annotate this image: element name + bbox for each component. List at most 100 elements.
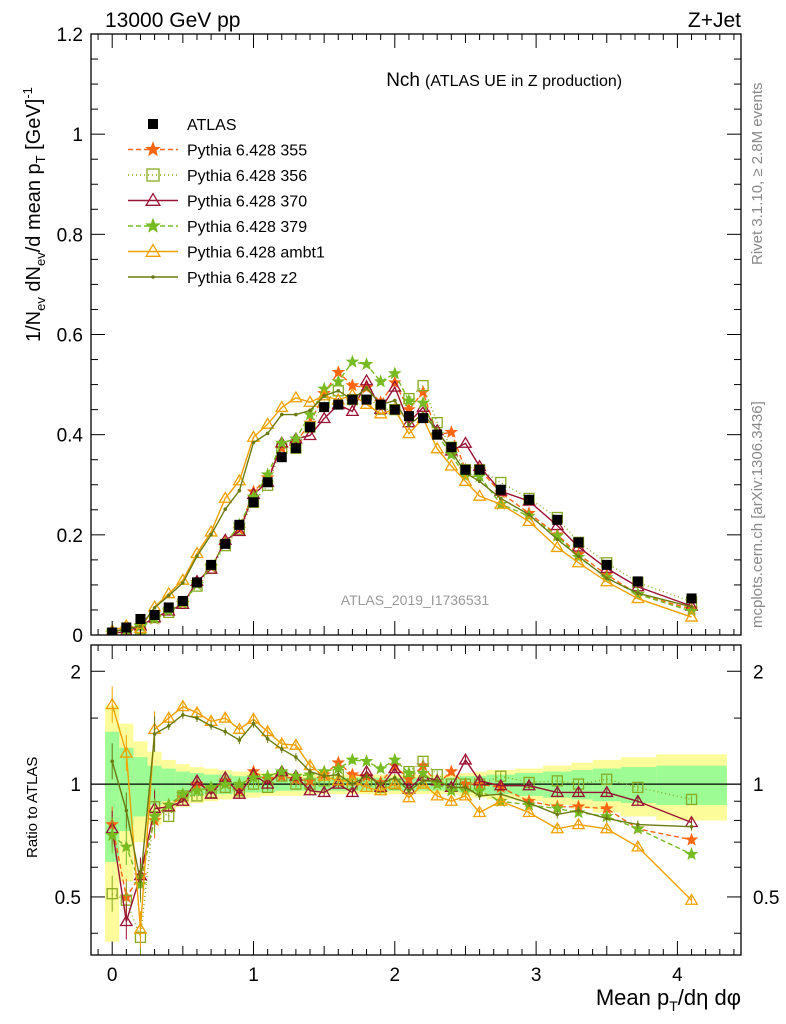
main-point-ambt1: [472, 489, 487, 501]
ratio-point-ambt1: [232, 722, 247, 734]
y-tick-label: 0.4: [57, 426, 84, 447]
ratio-point-ambt1: [359, 780, 374, 793]
main-point-z2: [152, 605, 157, 610]
main-point-379: [345, 354, 360, 368]
ratio-point-z2: [604, 816, 609, 821]
main-point-z2: [636, 591, 640, 596]
main-point-370: [387, 380, 402, 392]
ratio-line-379: [111, 759, 692, 887]
legend-entry-355: Pythia 6.428 355: [128, 141, 307, 160]
ratio-series-group: [105, 686, 699, 955]
main-point-355: [444, 425, 459, 438]
ratio-point-379: [388, 752, 402, 766]
ratio-point-370: [345, 785, 360, 798]
main-point-z2: [498, 496, 503, 501]
y-tick-label: 1: [72, 125, 83, 146]
data-point: [632, 576, 643, 587]
ratio-point-z2: [498, 792, 503, 796]
ratio-point-379: [359, 754, 374, 768]
ratio-point-ambt1: [402, 790, 416, 803]
ratio-point-356: [601, 773, 613, 785]
ratio-point-z2: [322, 774, 326, 778]
ratio-point-355: [444, 764, 459, 778]
main-point-ambt1: [550, 540, 565, 553]
main-point-379: [275, 435, 289, 449]
data-point: [276, 452, 287, 463]
ratio-point-ambt1: [458, 788, 473, 801]
band-inner-segment: [119, 747, 134, 831]
main-plot-area: 0 1 2 3 4 0 0.2 0.4 0.6 0.8 1 1.2: [57, 25, 742, 986]
data-point: [234, 519, 245, 530]
main-point-z2: [279, 412, 284, 417]
ratio-point-379: [275, 764, 289, 778]
main-point-ambt1: [260, 417, 275, 429]
main-point-ambt1: [444, 458, 459, 471]
data-point: [474, 464, 485, 475]
data-point: [446, 442, 457, 453]
legend-label-356: Pythia 6.428 356: [187, 168, 307, 185]
ylabel-part-c-sub: T: [33, 155, 48, 163]
ratio-y-tick-label-right: 1: [753, 775, 764, 796]
main-point-z2: [223, 507, 228, 512]
data-point: [149, 609, 160, 620]
main-point-z2: [336, 388, 341, 393]
main-line-ambt1: [111, 394, 692, 632]
ratio-point-379: [246, 770, 261, 784]
main-point-z2: [364, 386, 369, 390]
ratio-point-370: [493, 778, 508, 791]
ratio-point-ambt1: [105, 697, 120, 710]
energy-label: 13000 GeV pp: [105, 9, 240, 32]
ratio-point-370: [260, 777, 275, 789]
ratio-point-355: [402, 772, 416, 786]
ratio-y-tick-label-left: 2: [70, 662, 81, 683]
ratio-point-ambt1: [218, 711, 233, 723]
ylabel-part-c: /d mean p: [23, 163, 45, 252]
ratio-point-370: [458, 752, 473, 765]
ratio-point-379: [684, 847, 699, 861]
data-point: [206, 559, 217, 570]
data-point: [460, 464, 471, 475]
main-point-379: [402, 393, 416, 407]
ratio-point-z2: [152, 732, 157, 736]
main-point-ambt1: [289, 390, 303, 403]
main-point-z2: [308, 408, 312, 413]
process-label: Z+Jet: [688, 9, 741, 32]
main-point-z2: [166, 593, 171, 598]
ratio-point-ambt1: [331, 773, 346, 786]
ratio-point-370: [175, 794, 190, 806]
ratio-point-379: [373, 761, 388, 775]
main-point-z2: [181, 581, 185, 585]
legend-label-ambt1: Pythia 6.428 ambt1: [187, 245, 325, 262]
main-point-ambt1: [522, 514, 536, 527]
main-point-z2: [407, 423, 411, 427]
legend-label-355: Pythia 6.428 355: [187, 143, 307, 160]
data-point: [375, 399, 386, 410]
ratio-point-z2: [124, 808, 129, 813]
data-point: [686, 593, 697, 604]
ratio-point-ambt1: [472, 805, 487, 818]
data-point: [333, 399, 344, 410]
mcplots-label: mcplots.cern.ch [arXiv:1306.3436]: [749, 401, 766, 628]
y-tick-label: 0.2: [57, 526, 83, 547]
data-point: [389, 404, 400, 415]
plot-title: Nch: [386, 70, 420, 91]
ratio-point-370: [571, 785, 586, 798]
ratio-point-z2: [237, 738, 242, 742]
data-point: [361, 394, 372, 405]
legend-entry-z2: Pythia 6.428 z2: [128, 270, 297, 287]
ratio-point-356: [685, 793, 698, 806]
data-point: [347, 394, 358, 405]
main-line-379: [112, 361, 692, 634]
ratio-point-379: [402, 765, 416, 779]
main-point-ambt1: [303, 395, 317, 407]
ratio-point-379: [119, 839, 134, 853]
ratio-point-379: [175, 787, 190, 800]
main-point-379: [317, 381, 332, 395]
ratio-point-z2: [251, 721, 256, 726]
x-tick-label: 0: [107, 965, 118, 986]
plot-subtitle: (ATLAS UE in Z production): [425, 73, 622, 90]
main-point-379: [373, 374, 388, 388]
ratio-point-379: [416, 765, 430, 779]
band-inner-segment: [571, 770, 593, 800]
